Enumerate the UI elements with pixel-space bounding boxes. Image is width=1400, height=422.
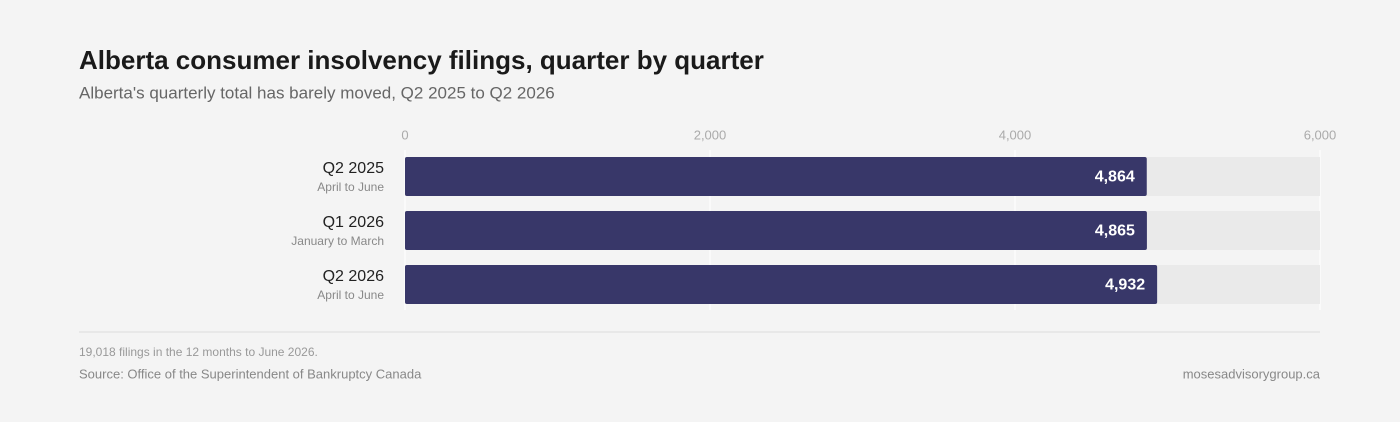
bar bbox=[405, 157, 1147, 196]
value-label: 4,864 bbox=[1095, 169, 1135, 186]
category-label: Q2 2026 bbox=[323, 268, 384, 285]
bar bbox=[405, 211, 1147, 250]
chart-title: Alberta consumer insolvency filings, qua… bbox=[79, 45, 764, 75]
value-label: 4,932 bbox=[1105, 277, 1145, 294]
category-note: April to June bbox=[317, 180, 384, 194]
category-label: Q2 2025 bbox=[323, 160, 384, 177]
category-label: Q1 2026 bbox=[323, 214, 384, 231]
category-note: April to June bbox=[317, 288, 384, 302]
category-note: January to March bbox=[291, 234, 384, 248]
source: Source: Office of the Superintendent of … bbox=[79, 366, 422, 381]
bar bbox=[405, 265, 1158, 304]
chart-subtitle: Alberta's quarterly total has barely mov… bbox=[79, 83, 555, 102]
x-tick-label: 4,000 bbox=[999, 127, 1032, 142]
value-label: 4,865 bbox=[1095, 223, 1135, 240]
credit: mosesadvisorygroup.ca bbox=[1183, 366, 1321, 381]
x-tick-label: 0 bbox=[401, 127, 408, 142]
footnote: 19,018 filings in the 12 months to June … bbox=[79, 345, 318, 359]
x-tick-label: 6,000 bbox=[1304, 127, 1337, 142]
x-tick-label: 2,000 bbox=[694, 127, 727, 142]
